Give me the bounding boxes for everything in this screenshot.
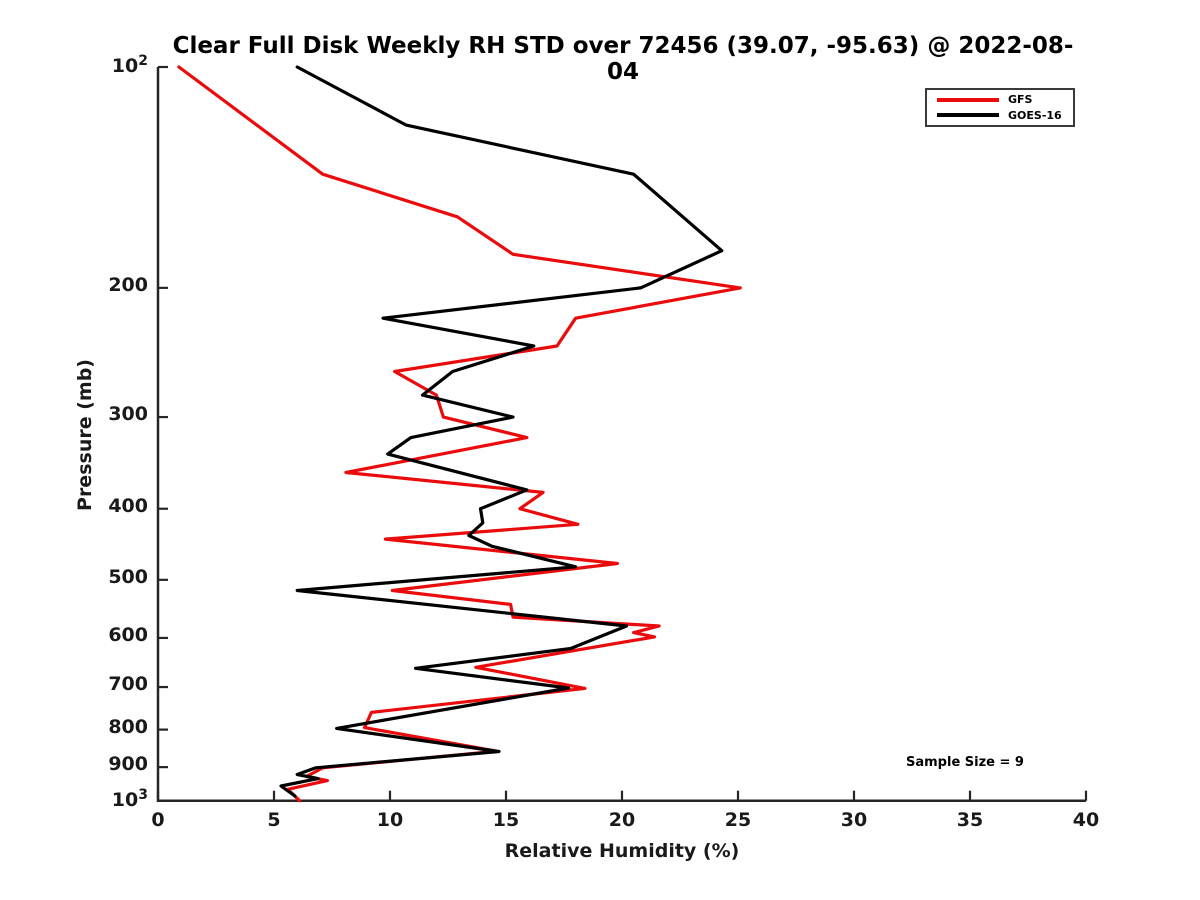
y-axis-title: Pressure (mb) xyxy=(74,359,96,511)
legend-label-gfs: GFS xyxy=(1008,93,1033,107)
x-tick-label: 0 xyxy=(151,809,165,831)
legend-label-goes16: GOES-16 xyxy=(1008,108,1062,122)
x-tick-label: 40 xyxy=(1072,809,1100,831)
y-tick-label: 900 xyxy=(108,753,148,776)
y-tick-label: 700 xyxy=(108,673,148,696)
y-tick-label: 500 xyxy=(108,565,148,588)
sample-size-annotation: Sample Size = 9 xyxy=(906,755,1024,770)
y-tick-label: 600 xyxy=(108,623,148,646)
goes16-line-swatch xyxy=(937,113,999,118)
series-line-gfs xyxy=(177,65,742,803)
y-tick-label: 200 xyxy=(108,273,148,296)
y-tick-label: 300 xyxy=(108,403,148,426)
chart-title: Clear Full Disk Weekly RH STD over 72456… xyxy=(172,33,1074,85)
x-tick-label: 20 xyxy=(608,809,636,831)
x-tick-label: 25 xyxy=(724,809,752,831)
x-axis-title: Relative Humidity (%) xyxy=(504,840,740,862)
y-tick-label: 103 xyxy=(111,786,148,811)
gfs-line-swatch xyxy=(937,97,999,102)
y-tick-label: 102 xyxy=(111,53,148,77)
legend: GFS GOES-16 xyxy=(925,88,1075,127)
legend-item-goes16: GOES-16 xyxy=(937,110,1067,121)
x-tick-label: 35 xyxy=(956,809,984,831)
y-tick-label: 400 xyxy=(108,494,148,517)
x-tick-label: 10 xyxy=(376,809,404,831)
legend-item-gfs: GFS xyxy=(937,94,1067,105)
axes-spines xyxy=(156,67,1086,802)
y-tick-label: 800 xyxy=(108,715,148,738)
x-tick-label: 5 xyxy=(267,809,281,831)
series-line-goes-16 xyxy=(279,65,724,798)
x-tick-label: 15 xyxy=(492,809,520,831)
x-tick-label: 30 xyxy=(840,809,868,831)
